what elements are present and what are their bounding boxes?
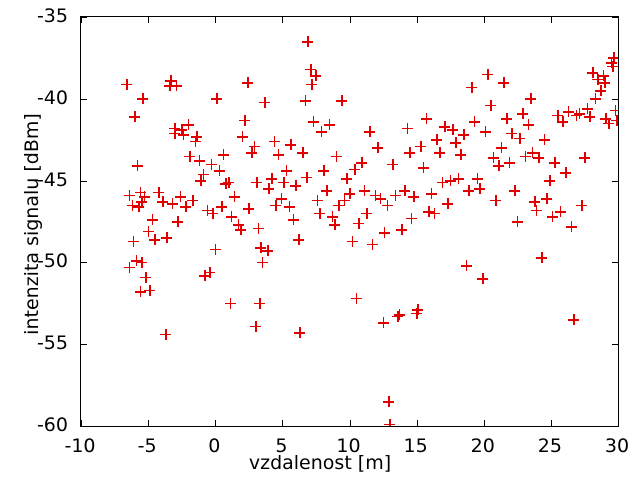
- x-axis-tick-label: 20: [470, 435, 495, 457]
- x-axis-tick: [416, 420, 418, 426]
- y-axis-tick: [612, 17, 618, 18]
- y-axis-tick: [81, 17, 87, 18]
- y-axis-tick: [612, 98, 618, 100]
- x-axis-tick: [483, 17, 485, 23]
- x-axis-tick-label: 5: [275, 435, 288, 457]
- x-axis-tick: [550, 420, 552, 426]
- y-axis-tick-label: -40: [36, 86, 68, 109]
- x-axis-tick: [618, 420, 619, 426]
- x-axis-tick: [349, 17, 351, 23]
- x-axis-tick: [349, 420, 351, 426]
- x-axis-tick: [550, 17, 552, 23]
- x-axis-tick-label: 10: [336, 435, 361, 457]
- x-axis-tick-label: 30: [604, 435, 630, 457]
- x-axis-tick: [416, 17, 418, 23]
- y-axis-tick: [612, 426, 618, 427]
- x-axis-tick: [483, 420, 485, 426]
- x-axis-tick: [215, 420, 217, 426]
- y-axis-tick: [612, 344, 618, 346]
- y-axis-tick: [81, 344, 87, 346]
- x-axis-tick: [148, 420, 150, 426]
- x-axis-tick: [81, 17, 82, 23]
- x-axis-tick: [81, 420, 82, 426]
- y-axis-tick: [81, 98, 87, 100]
- y-axis-tick-label: -60: [36, 414, 68, 436]
- y-axis-tick: [81, 180, 87, 182]
- x-axis-tick-label: -5: [137, 435, 157, 457]
- x-axis-tick-label: 0: [208, 435, 221, 457]
- y-axis-tick: [612, 180, 618, 182]
- x-axis-tick-label: 25: [537, 435, 562, 457]
- x-axis-tick-label: 15: [403, 435, 428, 457]
- y-axis-tick: [81, 426, 87, 427]
- x-axis-title: vzdalenost [m]: [248, 452, 392, 474]
- x-axis-tick: [282, 420, 284, 426]
- y-axis-tick-label: -45: [36, 168, 68, 191]
- y-axis-tick: [612, 262, 618, 264]
- y-axis-title: intenzita signalu [dBm]: [21, 113, 43, 335]
- x-axis-tick: [618, 17, 619, 23]
- y-axis-tick: [81, 262, 87, 264]
- y-axis-tick-label: -50: [36, 250, 68, 273]
- x-axis-tick: [148, 17, 150, 23]
- x-axis-tick-label: -10: [64, 435, 96, 457]
- x-axis-tick: [215, 17, 217, 23]
- y-axis-tick-label: -55: [36, 332, 68, 355]
- x-axis-tick: [282, 17, 284, 23]
- y-axis-tick-label: -35: [36, 5, 68, 27]
